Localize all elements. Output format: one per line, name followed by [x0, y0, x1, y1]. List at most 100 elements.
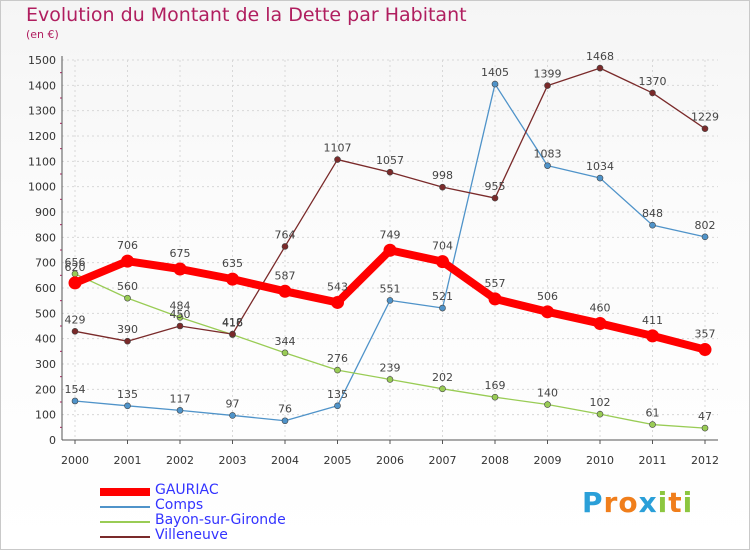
data-label: 506	[537, 290, 558, 303]
data-point	[176, 407, 184, 414]
data-point	[281, 349, 289, 357]
data-point	[121, 254, 134, 268]
y-tick-label: 1100	[28, 155, 56, 168]
chart-subtitle: (en €)	[26, 28, 59, 41]
data-point	[544, 82, 551, 89]
logo-letter: i	[657, 486, 669, 519]
data-label: 344	[275, 335, 296, 348]
data-point	[544, 401, 551, 408]
y-tick-label: 1200	[28, 130, 56, 143]
data-label: 557	[485, 277, 506, 290]
data-label: 1083	[534, 148, 562, 161]
data-label: 560	[117, 280, 138, 293]
data-point	[334, 402, 341, 410]
data-point	[596, 410, 604, 418]
y-tick-label: 200	[35, 383, 56, 396]
data-point	[124, 402, 131, 410]
data-point	[281, 243, 289, 250]
y-tick-label: 0	[49, 434, 56, 447]
x-tick-label: 2004	[271, 454, 299, 467]
data-label: 1399	[534, 68, 562, 81]
legend-swatch	[100, 536, 150, 538]
data-label: 675	[170, 247, 191, 260]
data-point	[701, 233, 709, 241]
data-label: 97	[226, 397, 240, 410]
logo-letter: r	[603, 486, 619, 519]
data-label: 704	[432, 240, 453, 253]
x-tick-label: 2010	[586, 454, 614, 467]
data-label: 543	[327, 280, 348, 293]
data-point	[68, 276, 82, 290]
series-lines	[68, 64, 712, 432]
data-label: 117	[170, 392, 191, 405]
data-point	[593, 316, 607, 330]
y-tick-label: 1400	[28, 79, 56, 92]
data-label: 61	[646, 407, 660, 420]
data-label: 620	[65, 261, 86, 274]
x-tick-label: 2002	[166, 454, 194, 467]
data-point	[278, 284, 292, 298]
logo-letter: i	[682, 486, 694, 519]
data-point	[649, 421, 656, 428]
data-label: 587	[275, 269, 296, 282]
y-tick-label: 700	[35, 257, 56, 270]
data-label: 276	[327, 352, 348, 365]
data-label: 76	[278, 403, 292, 416]
y-tick-label: 800	[35, 231, 56, 244]
data-point	[71, 328, 79, 335]
data-label: 749	[380, 228, 401, 241]
data-label: 450	[170, 308, 191, 321]
proxiti-logo: Proxiti	[582, 486, 693, 519]
x-tick-label: 2003	[219, 454, 247, 467]
data-label: 1057	[376, 154, 404, 167]
logo-letter: P	[582, 486, 604, 519]
y-tick-label: 1500	[28, 54, 56, 67]
data-point	[596, 174, 604, 182]
data-label: 357	[695, 328, 716, 341]
data-point	[173, 262, 187, 276]
data-label: 848	[642, 207, 663, 220]
data-point	[436, 255, 449, 269]
y-tick-label: 500	[35, 307, 56, 320]
x-tick-label: 2009	[534, 454, 562, 467]
data-point	[596, 64, 604, 72]
logo-letter: o	[618, 486, 639, 519]
legend-swatch	[100, 488, 150, 496]
data-point	[649, 221, 656, 229]
data-point	[334, 366, 341, 374]
data-label: 551	[380, 282, 401, 295]
legend-label: Bayon-sur-Gironde	[155, 512, 286, 528]
data-label: 416	[222, 317, 243, 330]
x-tick-label: 2012	[691, 454, 719, 467]
data-point	[281, 417, 289, 425]
data-point	[124, 294, 131, 302]
data-label: 169	[485, 379, 506, 392]
data-point	[386, 168, 394, 176]
data-point	[541, 305, 554, 319]
data-label: 998	[432, 169, 453, 182]
data-point	[491, 393, 499, 401]
data-label: 656	[65, 256, 86, 269]
data-label: 1229	[691, 111, 719, 124]
data-label: 140	[537, 387, 558, 400]
data-label: 47	[698, 410, 712, 423]
chart-title: Evolution du Montant de la Dette par Hab…	[26, 4, 467, 26]
data-point	[701, 424, 709, 432]
data-label: 955	[485, 180, 506, 193]
data-point	[544, 162, 551, 169]
y-tick-label: 600	[35, 282, 56, 295]
y-tick-label: 1000	[28, 181, 56, 194]
data-labels: 154 135 117 97 76 135 551 521 1405 1083 1034 848 802…	[65, 50, 720, 423]
data-point	[439, 385, 446, 393]
data-point	[439, 304, 446, 312]
legend-label: Comps	[155, 497, 204, 513]
data-label: 135	[327, 388, 348, 401]
data-point	[386, 376, 394, 383]
data-point	[491, 80, 499, 88]
data-point	[439, 183, 446, 191]
y-tick-label: 100	[35, 409, 56, 422]
data-point	[488, 292, 502, 306]
x-tick-label: 2006	[376, 454, 404, 467]
data-label: 411	[642, 314, 663, 327]
